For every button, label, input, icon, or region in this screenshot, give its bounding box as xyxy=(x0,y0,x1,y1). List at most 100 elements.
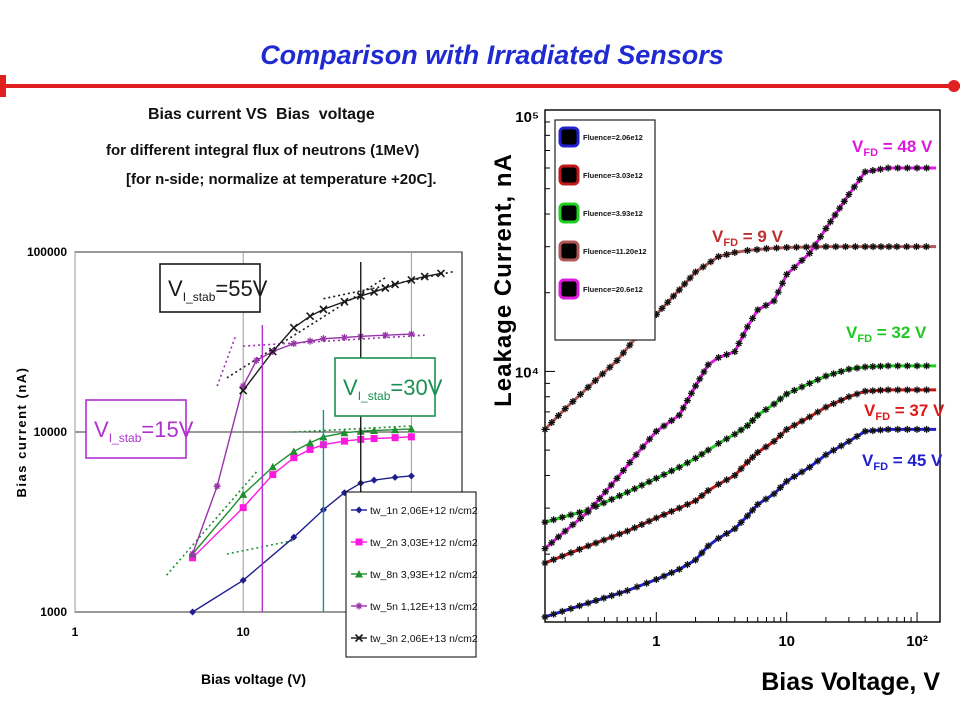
left-y-tick-label: 10000 xyxy=(34,425,68,439)
left-data-point xyxy=(306,445,314,453)
right-data-point xyxy=(550,610,558,618)
right-data-point xyxy=(592,502,600,510)
right-data-point xyxy=(698,492,706,500)
right-data-point xyxy=(845,437,853,445)
right-vfd-annotation: VFD = 37 V xyxy=(864,401,945,423)
right-data-point xyxy=(623,587,631,595)
right-data-point xyxy=(913,386,921,394)
right-data-point xyxy=(822,372,830,380)
right-legend xyxy=(554,119,656,341)
right-data-point xyxy=(754,411,762,419)
left-annotation-30v-box xyxy=(334,357,436,417)
right-data-point xyxy=(869,387,877,395)
right-data-point xyxy=(576,508,584,516)
right-data-point xyxy=(639,326,647,334)
left-data-point xyxy=(357,435,365,443)
right-data-point xyxy=(670,292,678,300)
left-annotation-15v: VI_stab=15V xyxy=(85,399,194,459)
right-legend-swatch xyxy=(558,278,580,300)
right-data-point xyxy=(731,430,739,438)
right-data-point xyxy=(876,362,884,370)
right-data-point xyxy=(830,446,838,454)
right-series-1 xyxy=(541,386,937,567)
left-data-point xyxy=(391,280,400,289)
left-data-point xyxy=(253,356,261,364)
right-data-point xyxy=(675,504,683,512)
right-data-point xyxy=(704,542,712,550)
right-data-point xyxy=(569,398,577,406)
right-data-point xyxy=(822,451,830,459)
right-data-point xyxy=(576,514,584,522)
left-data-point xyxy=(239,576,247,584)
right-data-point xyxy=(619,466,627,474)
right-data-point xyxy=(715,480,723,488)
right-data-point xyxy=(660,422,668,430)
right-data-point xyxy=(816,233,824,241)
right-vfd-annotation: VFD = 48 V xyxy=(852,137,933,159)
right-data-point xyxy=(894,386,902,394)
right-data-point xyxy=(783,477,791,485)
right-data-point xyxy=(903,164,911,172)
left-series-2 xyxy=(188,424,416,558)
right-data-point xyxy=(837,367,845,375)
left-data-point xyxy=(356,291,365,301)
left-data-point xyxy=(189,550,197,558)
right-data-point xyxy=(822,243,830,251)
right-data-point xyxy=(840,197,848,205)
right-data-point xyxy=(776,395,784,403)
right-data-point xyxy=(776,431,784,439)
right-data-point xyxy=(660,471,668,479)
right-data-point xyxy=(683,397,691,405)
right-data-point xyxy=(686,274,694,282)
right-data-point xyxy=(561,527,569,535)
right-data-point xyxy=(683,500,691,508)
right-data-point xyxy=(853,390,861,398)
left-data-point xyxy=(213,482,221,490)
right-data-point xyxy=(814,457,822,465)
right-data-point xyxy=(541,559,549,567)
right-data-point xyxy=(645,517,653,525)
right-data-point xyxy=(762,443,770,451)
right-data-point xyxy=(798,417,806,425)
right-data-point xyxy=(652,427,660,435)
right-data-point xyxy=(692,382,700,390)
left-legend xyxy=(345,491,477,658)
right-data-point xyxy=(837,396,845,404)
left-data-point xyxy=(407,472,415,480)
right-data-point xyxy=(743,422,751,430)
right-data-point xyxy=(770,437,778,445)
right-data-point xyxy=(798,383,806,391)
right-data-point xyxy=(638,521,646,529)
right-data-point xyxy=(584,542,592,550)
right-data-point xyxy=(623,488,631,496)
right-series-4 xyxy=(541,164,937,553)
left-legend-marker xyxy=(355,570,363,578)
left-data-point xyxy=(289,447,298,455)
right-data-point xyxy=(737,426,745,434)
right-data-point xyxy=(592,597,600,605)
right-data-point xyxy=(613,357,621,365)
right-x-tick-label: 10² xyxy=(906,633,928,650)
left-annotation-30v: VI_stab=30V xyxy=(334,357,443,417)
left-data-point xyxy=(407,330,415,338)
right-data-point xyxy=(643,579,651,587)
right-data-point xyxy=(861,168,869,176)
left-data-point xyxy=(407,424,416,433)
right-data-point xyxy=(541,425,549,433)
left-series-line xyxy=(191,333,412,555)
right-legend-swatch xyxy=(558,164,580,186)
left-data-point xyxy=(306,438,315,447)
left-data-point xyxy=(407,433,415,441)
right-data-point xyxy=(790,473,798,481)
left-trend-line xyxy=(165,471,258,576)
right-data-point xyxy=(675,286,683,294)
right-data-point xyxy=(600,499,608,507)
right-data-point xyxy=(645,478,653,486)
right-data-point xyxy=(806,249,814,257)
left-legend-label: tw_8n 3,93E+12 n/cm2 xyxy=(370,569,478,581)
right-data-point xyxy=(830,400,838,408)
right-data-point xyxy=(660,572,668,580)
right-series-line xyxy=(544,427,937,619)
right-data-point xyxy=(893,243,901,251)
